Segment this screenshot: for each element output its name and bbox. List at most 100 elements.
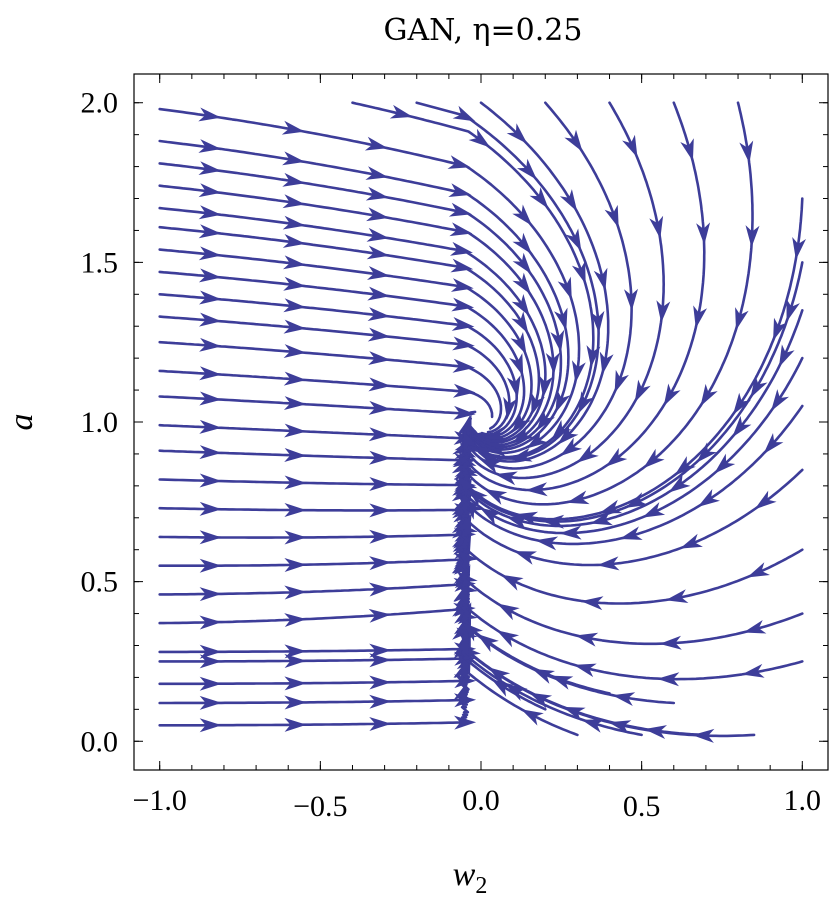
streamline-arrowhead [510, 332, 527, 355]
x-tick-label: 0.5 [623, 790, 661, 823]
streamline-arrowhead [625, 492, 648, 508]
streamline-arrowhead [365, 186, 389, 201]
x-axis-label-subscript: 2 [475, 873, 487, 899]
streamline-arrowhead [199, 615, 222, 630]
streamline-arrowhead [525, 430, 549, 449]
streamline-arrowhead [732, 415, 752, 438]
streamline-arrowhead [453, 681, 468, 705]
streamline-arrowhead [593, 267, 608, 291]
streamline-arrowhead [571, 261, 586, 285]
y-tick-label: 2.0 [81, 87, 119, 120]
streamline-arrowhead [754, 490, 777, 510]
streamline [158, 369, 494, 419]
streamline-arrowhead [739, 140, 754, 164]
streamline-arrowhead [560, 437, 582, 457]
streamline-arrowhead [448, 183, 472, 197]
y-axis-label: a [3, 414, 40, 431]
streamline-arrowhead [284, 676, 307, 691]
streamline-arrowhead [512, 272, 531, 295]
streamline-arrowhead [506, 516, 530, 530]
streamline-arrowhead [491, 679, 514, 697]
streamline-arrowhead [612, 692, 636, 706]
streamline-arrowhead [529, 692, 553, 709]
streamline-arrowhead [778, 344, 795, 368]
streamline-arrowhead [576, 444, 599, 463]
streamline-arrowhead [511, 411, 531, 434]
streamline-arrowhead [745, 225, 760, 248]
streamline-arrowhead [581, 719, 605, 733]
streamline-arrowhead [199, 501, 222, 516]
streamline-arrowhead [199, 337, 222, 352]
streamline-arrowhead [283, 319, 306, 334]
streamline-arrowhead [283, 255, 306, 270]
streamline-arrowhead [452, 358, 476, 373]
streamline-arrowhead [619, 526, 643, 540]
streamline-arrowhead [577, 391, 594, 415]
streamline-arrowhead [284, 644, 307, 659]
streamline-arrowhead [284, 717, 307, 732]
streamline-arrowhead [364, 136, 388, 151]
streamline-arrowhead [714, 453, 736, 474]
streamline-arrowhead [365, 166, 389, 180]
streamline-arrowhead [447, 155, 471, 169]
plot-frame [133, 73, 829, 771]
streamline-arrowhead [771, 389, 789, 412]
streamline [158, 270, 526, 438]
streamline-arrowhead [199, 445, 222, 460]
streamline-arrowhead [366, 227, 390, 242]
streamline-arrowhead [199, 530, 222, 545]
streamline [466, 101, 610, 463]
streamline-arrowhead [368, 608, 392, 623]
streamline-arrowhead [506, 375, 521, 398]
streamline-arrowhead [559, 525, 582, 540]
streamline-arrowhead [461, 622, 483, 642]
streamline-arrowhead [282, 172, 306, 187]
streamline-arrowhead [642, 502, 666, 518]
streamline-arrowhead [536, 409, 555, 432]
streamline-arrowhead [455, 634, 469, 658]
streamline-arrowhead [509, 353, 524, 377]
streamline-arrowhead [369, 675, 392, 690]
streamline-arrowhead [199, 558, 222, 573]
streamline [158, 248, 533, 441]
streamline-arrowhead [668, 474, 691, 493]
streamline-arrowhead [284, 695, 307, 710]
streamline-arrowhead [199, 644, 222, 659]
streamline-arrowhead [367, 286, 390, 301]
streamline-arrowhead [450, 258, 474, 273]
streamline-arrowhead [369, 643, 392, 658]
streamline-arrowhead [697, 489, 720, 507]
streamline-arrowhead [199, 695, 222, 710]
streamline-arrowhead [597, 556, 620, 571]
streamline-arrowhead [604, 204, 619, 228]
streamline-arrowhead [284, 423, 307, 438]
streamline-arrowhead [198, 205, 222, 220]
streamline-arrowhead [281, 120, 305, 135]
streamline-arrowhead [283, 298, 306, 313]
streamline-arrowhead [496, 630, 520, 648]
streamline-arrowhead [451, 297, 475, 312]
streamline-arrowhead [369, 450, 392, 465]
streamline-arrowhead [663, 383, 681, 407]
streamline-arrowhead [511, 425, 534, 444]
streamline-arrowhead [453, 405, 476, 420]
streamlines [158, 101, 806, 743]
streamline-arrowhead [763, 433, 784, 454]
streamline-arrowhead [565, 228, 582, 252]
streamline-arrowhead [199, 718, 222, 733]
streamline-arrowhead [199, 290, 222, 305]
streamline-arrowhead [389, 104, 413, 119]
streamline-arrowhead [463, 429, 478, 453]
streamline-arrowhead [680, 138, 694, 162]
x-tick-label: 0.0 [462, 784, 500, 817]
streamline-arrowhead [199, 676, 222, 691]
streamline-arrowhead [369, 717, 392, 731]
streamline-arrowhead [674, 456, 696, 476]
streamline-arrowhead [624, 288, 638, 311]
streamline-arrowhead [366, 207, 389, 222]
streamline-arrowhead [497, 603, 520, 621]
streamline-arrowhead [369, 503, 392, 518]
streamline-arrowhead [605, 447, 628, 467]
streamline-arrowhead [199, 654, 222, 669]
